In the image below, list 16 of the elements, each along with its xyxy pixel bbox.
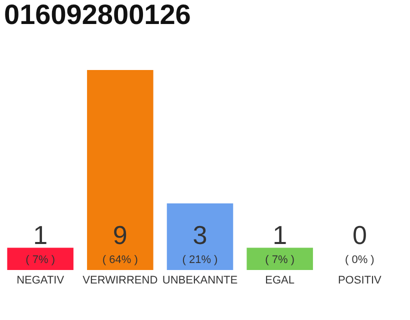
annotation: ( 7% ) — [265, 254, 295, 266]
x-tick-label: POSITIV — [338, 274, 382, 286]
annotation: ( 21% ) — [182, 254, 218, 266]
annotation: ( 7% ) — [26, 254, 55, 266]
annotation: ( 64% ) — [102, 254, 138, 266]
annotation: ( 0% ) — [345, 254, 374, 266]
x-tick-label: NEGATIV — [16, 274, 65, 286]
data-label: 3 — [192, 220, 208, 250]
x-tick-label: UNBEKANNTE — [162, 274, 238, 286]
x-tick-label: EGAL — [265, 274, 295, 286]
data-label: 9 — [112, 220, 128, 250]
data-label: 0 — [352, 220, 367, 250]
data-label: 1 — [272, 220, 288, 250]
x-tick-label: VERWIRREND — [82, 274, 158, 286]
chart-title: 016092800126 — [4, 0, 191, 30]
data-label: 1 — [33, 220, 48, 250]
